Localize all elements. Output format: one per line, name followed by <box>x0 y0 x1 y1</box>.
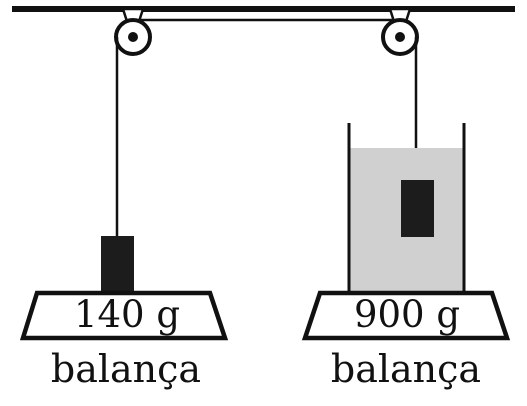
left-scale-caption: balança <box>51 347 201 391</box>
left-pulley <box>114 7 152 56</box>
right-scale-caption: balança <box>331 347 481 391</box>
right-pulley <box>381 7 419 56</box>
right-scale <box>301 290 511 341</box>
left-scale-reading: 140 g <box>74 293 180 336</box>
submerged-block <box>401 180 434 237</box>
left-scale <box>19 290 229 341</box>
right-scale-reading: 900 g <box>354 293 460 336</box>
left-block <box>101 236 134 295</box>
